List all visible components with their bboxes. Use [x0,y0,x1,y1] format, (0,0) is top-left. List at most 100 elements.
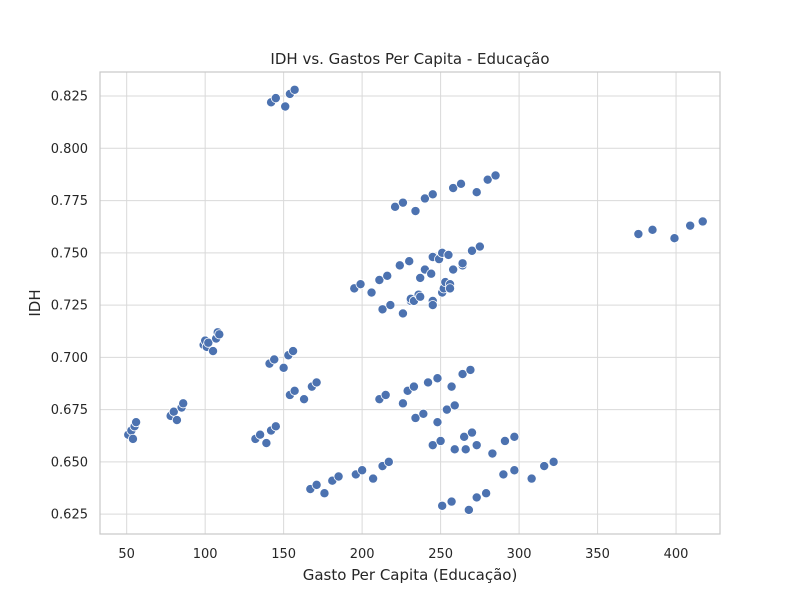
data-point [377,304,388,315]
data-point [289,385,300,396]
data-point [404,256,415,267]
y-tick-label: 0.750 [51,246,88,261]
data-point [333,471,344,482]
data-point [255,429,266,440]
data-point [463,504,474,515]
data-point [415,272,426,283]
y-tick-label: 0.625 [51,508,88,523]
data-point [383,456,394,467]
data-point [311,377,322,388]
x-tick-labels: 50 100 150 200 250 300 350 400 [118,547,688,562]
data-point [408,381,419,392]
data-point [288,346,299,357]
data-point [203,337,214,348]
data-point [548,456,559,467]
data-point [435,435,446,446]
data-point [261,438,272,449]
data-point [269,354,280,365]
data-points [123,84,708,515]
data-point [471,187,482,198]
x-tick-label: 250 [428,547,453,562]
data-point [490,170,501,181]
data-point [443,249,454,260]
data-point [465,364,476,375]
data-point [311,479,322,490]
data-point [423,377,434,388]
data-point [289,84,300,95]
data-point [427,300,438,311]
data-point [487,448,498,459]
data-point [481,488,492,499]
data-point [357,465,368,476]
x-tick-label: 100 [193,547,218,562]
data-point [509,465,520,476]
data-point [432,417,443,428]
x-tick-label: 150 [271,547,296,562]
chart-title: IDH vs. Gastos Per Capita - Educação [270,50,549,68]
data-point [498,469,509,480]
data-point [499,435,510,446]
data-point [466,245,477,256]
data-point [319,488,330,499]
data-point [299,394,310,405]
data-point [410,412,421,423]
y-tick-label: 0.725 [51,299,88,314]
data-point [647,224,658,235]
data-point [270,421,281,432]
data-point [394,260,405,271]
data-point [208,346,219,357]
data-point [368,473,379,484]
data-point [457,369,468,380]
data-point [426,268,437,279]
data-point [280,101,291,112]
data-point [633,229,644,240]
data-point [214,329,225,340]
data-point [410,206,421,217]
data-point [278,362,289,373]
x-axis-label: Gasto Per Capita (Educação) [303,566,518,584]
y-tick-labels: 0.625 0.650 0.675 0.700 0.725 0.750 0.775 0.800… [51,90,88,523]
data-point [432,373,443,384]
data-point [509,431,520,442]
data-point [270,93,281,104]
plot-frame [99,71,721,535]
y-tick-label: 0.675 [51,403,88,418]
y-tick-label: 0.650 [51,455,88,470]
data-point [449,400,460,411]
data-point [539,461,550,472]
data-point [397,197,408,208]
data-point [355,279,366,290]
data-point [456,178,467,189]
data-point [178,398,189,409]
data-point [437,500,448,511]
data-point [460,444,471,455]
data-point [448,264,459,275]
y-tick-label: 0.800 [51,142,88,157]
x-tick-label: 300 [507,547,532,562]
data-point [482,174,493,185]
data-point [415,291,426,302]
data-point [380,389,391,400]
data-point [374,275,385,286]
data-point [459,431,470,442]
data-point [685,220,696,231]
y-tick-label: 0.825 [51,90,88,105]
y-tick-label: 0.700 [51,351,88,366]
data-point [427,189,438,200]
data-point [471,492,482,503]
y-tick-label: 0.775 [51,194,88,209]
data-point [397,308,408,319]
data-point [526,473,537,484]
data-point [171,415,182,426]
data-point [669,233,680,244]
data-point [449,444,460,455]
x-tick-label: 50 [118,547,135,562]
data-point [441,404,452,415]
data-point [390,201,401,212]
data-point [131,417,142,428]
x-tick-label: 350 [585,547,610,562]
data-point [127,433,138,444]
data-point [697,216,708,227]
data-point [466,427,477,438]
